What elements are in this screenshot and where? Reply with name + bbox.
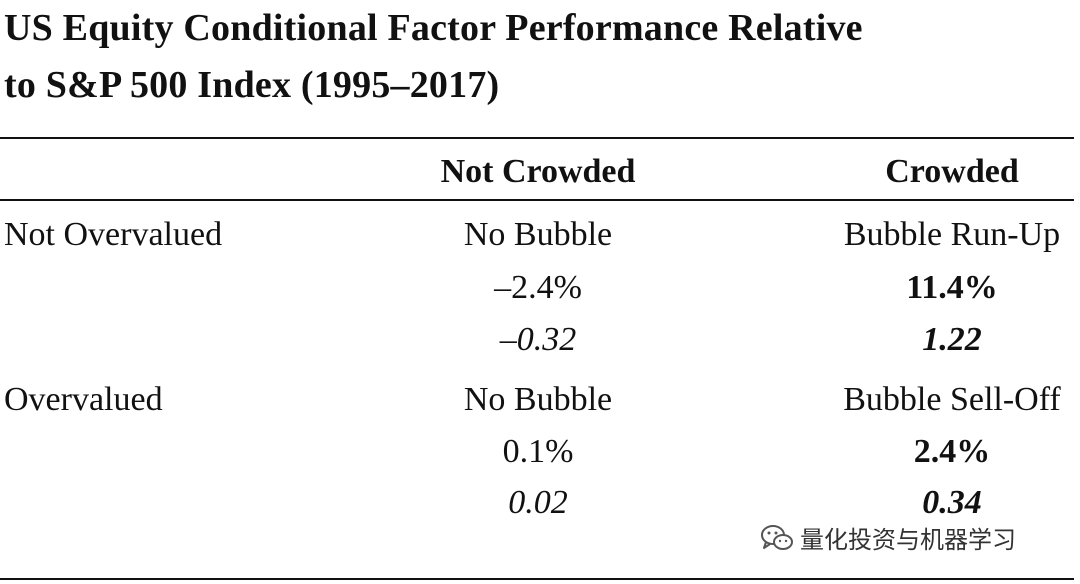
cell-return: 11.4% [906, 269, 998, 306]
cell-ratio: 0.34 [922, 484, 982, 521]
cell-ratio: –0.32 [499, 321, 577, 358]
column-header-crowded: Crowded [885, 153, 1019, 190]
row-label-not-overvalued: Not Overvalued [4, 216, 223, 253]
top-rule [0, 137, 1074, 139]
cell-regime: No Bubble [463, 216, 613, 253]
cell-regime: Bubble Sell-Off [843, 381, 1061, 418]
wechat-icon [760, 523, 794, 553]
watermark-text: 量化投资与机器学习 [800, 526, 1016, 554]
header-rule [0, 199, 1074, 201]
watermark: 量化投资与机器学习 [760, 520, 1016, 555]
bottom-rule [0, 578, 1074, 580]
cell-return: 2.4% [913, 433, 991, 470]
title-line-2: to S&P 500 Index (1995–2017) [4, 64, 500, 106]
cell-return: –2.4% [494, 269, 582, 306]
cell-ratio: 1.22 [922, 321, 982, 358]
cell-return: 0.1% [502, 433, 574, 470]
cell-regime: Bubble Run-Up [843, 216, 1061, 253]
title-line-1: US Equity Conditional Factor Performance… [4, 7, 863, 49]
table-title: US Equity Conditional Factor Performance… [4, 0, 1074, 114]
column-header-not-crowded: Not Crowded [440, 153, 636, 190]
row-label-overvalued: Overvalued [4, 381, 163, 418]
cell-ratio: 0.02 [508, 484, 568, 521]
cell-regime: No Bubble [463, 381, 613, 418]
